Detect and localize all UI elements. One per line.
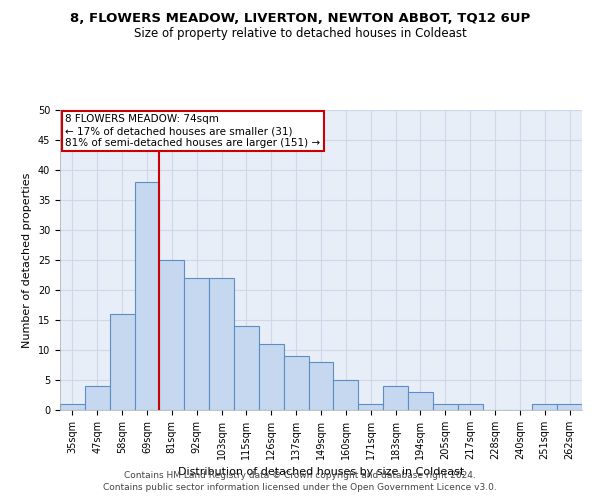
Text: 8, FLOWERS MEADOW, LIVERTON, NEWTON ABBOT, TQ12 6UP: 8, FLOWERS MEADOW, LIVERTON, NEWTON ABBO… bbox=[70, 12, 530, 26]
Bar bbox=[110, 314, 134, 410]
Bar bbox=[408, 392, 433, 410]
X-axis label: Distribution of detached houses by size in Coldeast: Distribution of detached houses by size … bbox=[178, 468, 464, 477]
Bar bbox=[458, 404, 482, 410]
Text: 8 FLOWERS MEADOW: 74sqm
← 17% of detached houses are smaller (31)
81% of semi-de: 8 FLOWERS MEADOW: 74sqm ← 17% of detache… bbox=[65, 114, 320, 148]
Bar bbox=[284, 356, 308, 410]
Bar bbox=[532, 404, 557, 410]
Bar bbox=[308, 362, 334, 410]
Bar bbox=[234, 326, 259, 410]
Bar bbox=[383, 386, 408, 410]
Bar bbox=[358, 404, 383, 410]
Text: Size of property relative to detached houses in Coldeast: Size of property relative to detached ho… bbox=[134, 28, 466, 40]
Bar bbox=[334, 380, 358, 410]
Text: Contains HM Land Registry data © Crown copyright and database right 2024.
Contai: Contains HM Land Registry data © Crown c… bbox=[103, 471, 497, 492]
Bar bbox=[160, 260, 184, 410]
Bar bbox=[557, 404, 582, 410]
Bar bbox=[85, 386, 110, 410]
Bar bbox=[184, 278, 209, 410]
Bar bbox=[433, 404, 458, 410]
Y-axis label: Number of detached properties: Number of detached properties bbox=[22, 172, 32, 348]
Bar bbox=[209, 278, 234, 410]
Bar bbox=[60, 404, 85, 410]
Bar bbox=[259, 344, 284, 410]
Bar bbox=[134, 182, 160, 410]
